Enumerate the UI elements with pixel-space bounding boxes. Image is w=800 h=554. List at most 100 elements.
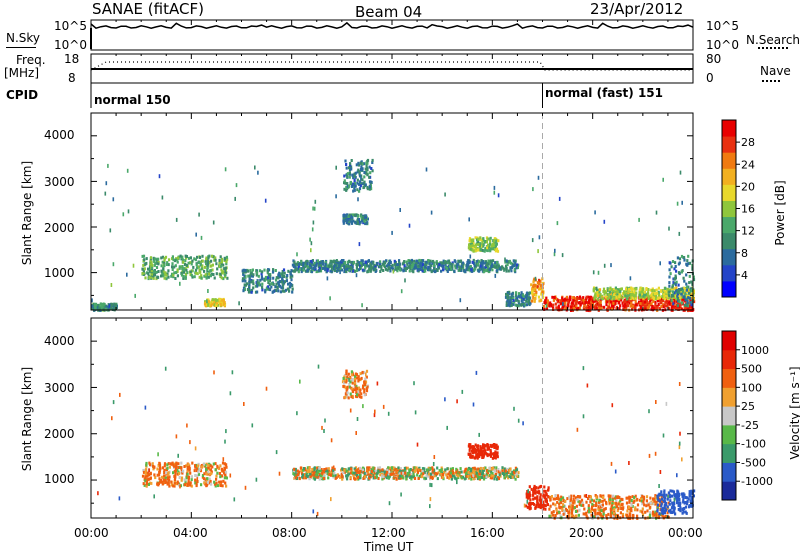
velocity-cell — [163, 479, 166, 483]
velocity-cell — [184, 480, 187, 484]
power-cell — [479, 248, 482, 251]
velocity-cell — [476, 474, 479, 478]
power-cell — [507, 260, 510, 264]
power-cell — [160, 256, 163, 260]
velocity-cell — [206, 470, 209, 474]
power-cell — [447, 261, 450, 265]
power-cell — [175, 258, 178, 262]
power-cell — [343, 174, 346, 178]
power-cell — [594, 303, 597, 307]
power-cell — [264, 277, 267, 281]
power-cell — [689, 301, 692, 304]
velocity-cell — [315, 472, 318, 476]
power-cell — [533, 297, 536, 301]
power-cell — [272, 268, 275, 272]
velocity-cell — [225, 463, 228, 467]
power-cell — [274, 269, 277, 272]
velocity-cell — [145, 482, 148, 486]
power-cell — [171, 268, 174, 271]
velocity-cell — [347, 470, 350, 474]
velocity-cell — [411, 468, 414, 472]
velocity-cell — [476, 470, 479, 474]
velocity-cell — [147, 477, 150, 481]
velocity-cell — [194, 465, 197, 469]
power-cell — [330, 266, 333, 270]
power-cell — [100, 307, 103, 311]
velocity-cell — [451, 474, 454, 478]
power-cell — [206, 263, 209, 267]
velocity-cell — [455, 470, 458, 474]
power-cell — [595, 307, 598, 311]
power-cell — [633, 289, 636, 293]
velocity-cell — [341, 467, 344, 471]
power-cell — [378, 264, 381, 268]
power-cell — [478, 244, 481, 248]
power-cell — [550, 304, 553, 308]
power-cell — [363, 219, 366, 223]
power-cell — [482, 269, 486, 273]
velocity-cell — [351, 394, 354, 398]
velocity-cell — [354, 386, 357, 390]
power-cell — [471, 248, 474, 252]
power-cell — [299, 267, 302, 271]
power-cell — [658, 296, 661, 300]
power-cell — [442, 268, 445, 272]
velocity-cell — [440, 472, 443, 476]
power-cell — [361, 219, 364, 223]
power-cell — [417, 264, 420, 268]
power-cell — [598, 306, 601, 310]
velocity-cell — [528, 501, 531, 505]
power-cell — [181, 267, 184, 271]
power-cell — [106, 305, 109, 309]
power-cell — [364, 260, 367, 264]
velocity-cell — [515, 472, 518, 476]
velocity-cell — [146, 474, 149, 478]
velocity-cell — [208, 477, 211, 481]
velocity-cell — [216, 471, 219, 475]
power-cell — [420, 261, 423, 265]
velocity-cell — [494, 453, 497, 457]
velocity-cell — [479, 451, 482, 455]
power-cell — [364, 216, 367, 219]
power-cell — [680, 289, 683, 293]
velocity-cell — [465, 474, 468, 478]
power-cell — [555, 297, 558, 301]
power-cell — [181, 255, 184, 259]
velocity-cell — [146, 471, 149, 475]
velocity-cell — [539, 500, 542, 504]
velocity-cell — [490, 444, 493, 448]
power-cell — [652, 307, 655, 311]
power-cell — [109, 305, 112, 309]
velocity-cell — [530, 487, 533, 491]
power-cell — [280, 286, 283, 290]
power-cell — [275, 282, 278, 286]
power-cell — [631, 304, 634, 308]
velocity-cell — [349, 476, 352, 479]
velocity-cell — [534, 487, 537, 491]
power-cell — [225, 271, 228, 275]
power-cell — [560, 299, 563, 303]
power-cell — [668, 281, 671, 285]
velocity-cell — [158, 461, 161, 465]
velocity-cell — [515, 474, 519, 478]
power-cell — [509, 266, 512, 270]
velocity-cell — [479, 448, 482, 451]
power-cell — [282, 280, 285, 284]
power-cell — [167, 263, 170, 267]
power-cell — [568, 295, 572, 299]
power-cell — [379, 270, 382, 273]
power-cell — [653, 292, 656, 296]
power-cell — [668, 288, 671, 292]
power-cell — [209, 269, 212, 273]
velocity-cell — [578, 503, 581, 507]
velocity-cell — [359, 466, 362, 470]
velocity-cell — [423, 476, 426, 480]
power-cell — [280, 280, 283, 284]
power-cell — [261, 277, 264, 281]
power-cell — [654, 301, 657, 304]
power-cell — [226, 257, 229, 261]
power-cell — [220, 262, 223, 265]
power-cell — [419, 268, 422, 271]
power-cell — [537, 295, 541, 299]
nsky-trace — [90, 21, 694, 30]
